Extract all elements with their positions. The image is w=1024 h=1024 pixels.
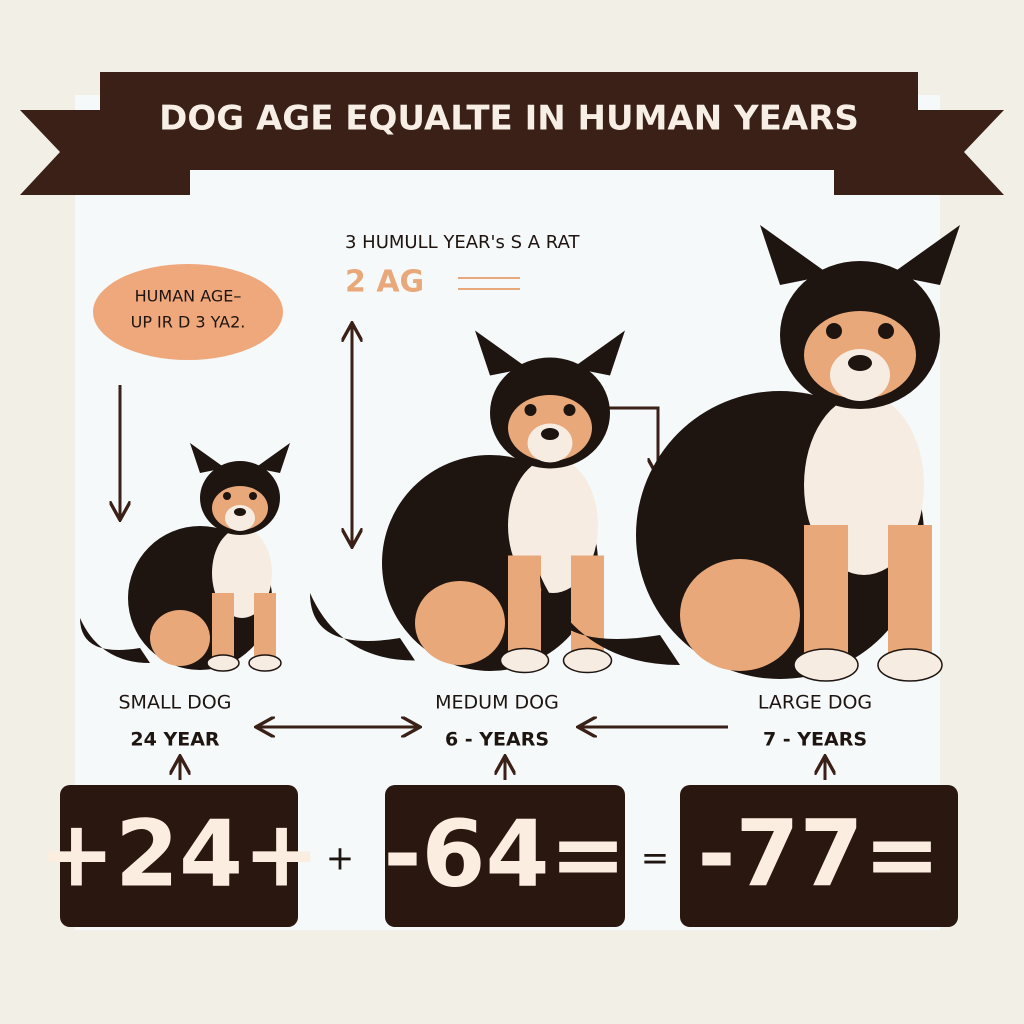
dog-paw bbox=[793, 648, 859, 682]
dog-ear bbox=[475, 330, 528, 376]
dog-tail bbox=[310, 593, 415, 661]
dog-age: 6 - YEARS bbox=[445, 729, 549, 751]
age-box bbox=[385, 785, 625, 927]
dog-age: 7 - YEARS bbox=[763, 729, 867, 751]
dog-tail bbox=[540, 575, 680, 665]
dog-leg bbox=[804, 525, 848, 669]
dog-paw bbox=[562, 647, 613, 674]
dog-haunch bbox=[150, 610, 210, 666]
dog-leg bbox=[888, 525, 932, 669]
dog-label: MEDUM DOG bbox=[435, 692, 559, 714]
age-box-text: -64= bbox=[383, 800, 626, 907]
dog-eye bbox=[563, 404, 576, 416]
dog-haunch bbox=[415, 581, 505, 665]
dog-nose bbox=[541, 428, 559, 440]
bubble bbox=[93, 264, 283, 360]
dog-eye bbox=[524, 404, 537, 416]
operator: + bbox=[326, 839, 355, 879]
dog-muzzle bbox=[830, 349, 890, 401]
age-box-text: +24+ bbox=[38, 800, 320, 907]
dog-paw bbox=[877, 648, 943, 682]
dog-age: 24 YEAR bbox=[130, 729, 219, 751]
banner bbox=[100, 72, 918, 170]
note-line: 2 AG bbox=[345, 265, 424, 300]
dog-ear bbox=[760, 225, 830, 285]
dog-leg bbox=[508, 555, 541, 664]
dog-label: SMALL DOG bbox=[119, 692, 232, 714]
dog-ear bbox=[255, 443, 290, 473]
dog-eye bbox=[826, 323, 842, 339]
dog-leg bbox=[212, 593, 234, 665]
dog-paw bbox=[248, 654, 282, 672]
dogs bbox=[80, 225, 960, 682]
dog-ear bbox=[572, 330, 625, 376]
dog-nose bbox=[848, 355, 872, 371]
age-box bbox=[680, 785, 958, 927]
operator: = bbox=[641, 839, 670, 879]
age-box bbox=[60, 785, 298, 927]
dog-ear bbox=[190, 443, 225, 473]
note-line: 3 HUMULL YEAR's S A RAT bbox=[345, 232, 580, 253]
dog-leg bbox=[571, 555, 604, 664]
bubble-text: UP IR D 3 YA2. bbox=[131, 313, 246, 332]
banner-title: DOG AGE EQUALTE IN HUMAN YEARS bbox=[159, 99, 859, 139]
dog-paw bbox=[206, 654, 240, 672]
dog-eye bbox=[878, 323, 894, 339]
dog-haunch bbox=[680, 559, 800, 671]
arrow bbox=[600, 406, 658, 475]
dog-eye bbox=[223, 492, 231, 500]
dog-muzzle bbox=[527, 423, 573, 463]
dog-nose bbox=[234, 508, 246, 516]
dog-eye bbox=[249, 492, 257, 500]
dog-muzzle bbox=[225, 505, 255, 531]
dog-ear bbox=[890, 225, 960, 285]
dog-label: LARGE DOG bbox=[758, 692, 872, 714]
dog-tail bbox=[80, 618, 150, 663]
dog-paw bbox=[499, 647, 550, 674]
age-box-text: -77= bbox=[697, 800, 940, 907]
dog-leg bbox=[254, 593, 276, 665]
bubble-text: HUMAN AGE– bbox=[135, 287, 242, 306]
